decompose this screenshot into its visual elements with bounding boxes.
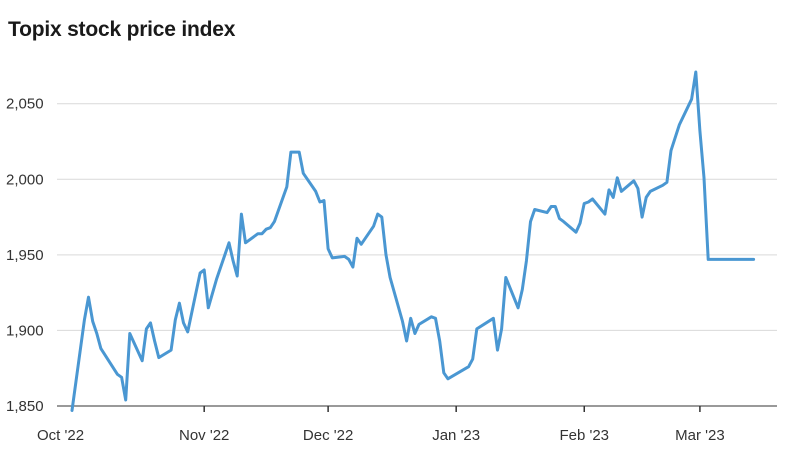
y-tick-label: 1,850 [6, 398, 44, 415]
x-axis [57, 405, 777, 412]
x-tick-label: Mar '23 [675, 427, 725, 444]
series-layer [70, 70, 756, 412]
x-tick-label: Feb '23 [559, 427, 609, 444]
x-tick-label: Nov '22 [179, 427, 229, 444]
chart-title: Topix stock price index [8, 18, 236, 41]
series-line [70, 70, 756, 412]
y-tick-label: 2,000 [6, 171, 44, 188]
x-axis-labels: Oct '22 Nov '22 Dec '22 Jan '23 Feb '23 Mar '… [37, 427, 725, 444]
y-axis: 1,850 1,900 1,950 2,000 2,050 [6, 96, 44, 415]
x-tick-label: Dec '22 [303, 427, 353, 444]
x-tick-label: Jan '23 [432, 427, 480, 444]
y-tick-label: 2,050 [6, 96, 44, 113]
y-tick-label: 1,900 [6, 322, 44, 339]
gridlines [57, 103, 777, 331]
y-tick-label: 1,950 [6, 247, 44, 264]
x-tick-label: Oct '22 [37, 427, 84, 444]
